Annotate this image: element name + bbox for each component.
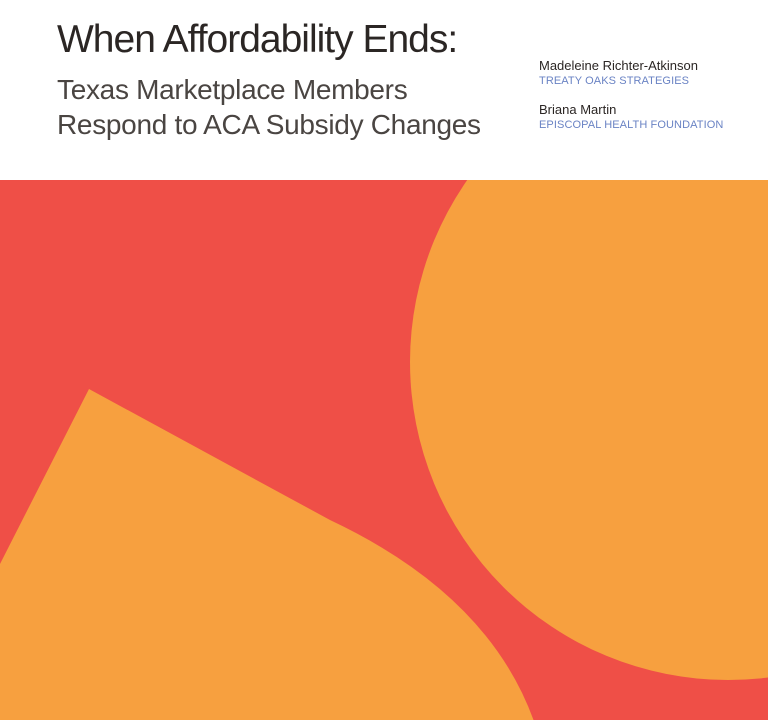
report-subtitle: Texas Marketplace Members Respond to ACA… [57, 72, 481, 142]
author-list: Madeleine Richter-Atkinson TREATY OAKS S… [539, 57, 764, 145]
subtitle-line-1: Texas Marketplace Members [57, 74, 408, 105]
cover-header: When Affordability Ends: Texas Marketpla… [0, 0, 768, 180]
author-entry: Madeleine Richter-Atkinson TREATY OAKS S… [539, 57, 764, 89]
subtitle-line-2: Respond to ACA Subsidy Changes [57, 109, 481, 140]
rounded-orange-triangle [0, 389, 534, 720]
author-organization: EPISCOPAL HEALTH FOUNDATION [539, 119, 724, 131]
report-title: When Affordability Ends: [57, 18, 458, 61]
cover-artwork [0, 180, 768, 720]
author-name: Madeleine Richter-Atkinson [539, 58, 698, 73]
author-name: Briana Martin [539, 102, 617, 117]
large-orange-circle [410, 180, 768, 680]
artwork-svg [0, 180, 768, 720]
author-entry: Briana Martin EPISCOPAL HEALTH FOUNDATIO… [539, 101, 764, 133]
author-organization: TREATY OAKS STRATEGIES [539, 75, 690, 87]
